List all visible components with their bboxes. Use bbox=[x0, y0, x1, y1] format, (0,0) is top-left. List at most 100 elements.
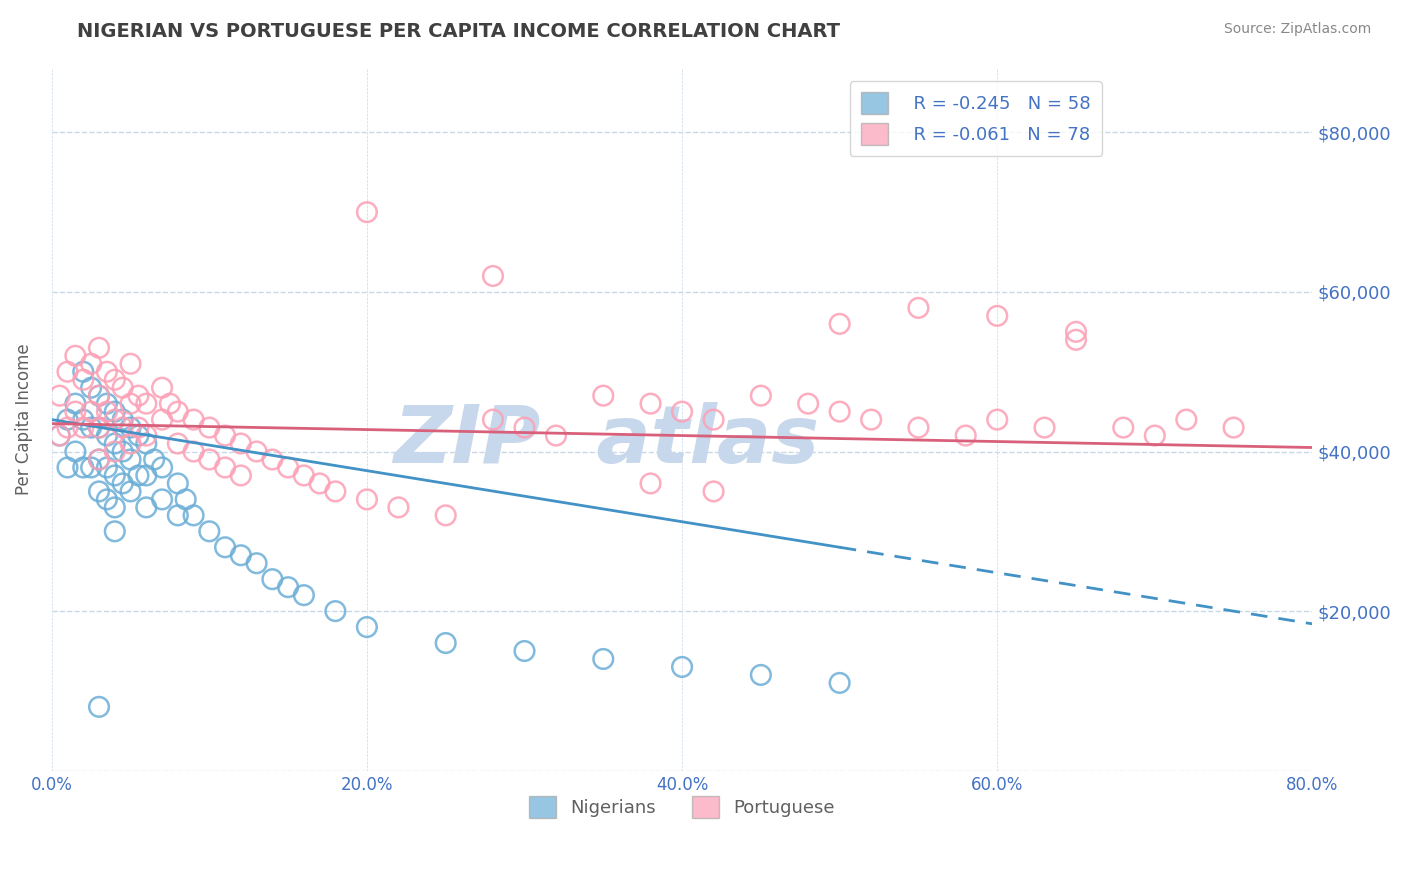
Point bbox=[1064, 333, 1087, 347]
Point bbox=[198, 452, 221, 467]
Point bbox=[198, 524, 221, 539]
Point bbox=[111, 412, 134, 426]
Point bbox=[87, 389, 110, 403]
Point bbox=[87, 452, 110, 467]
Point bbox=[703, 412, 725, 426]
Point bbox=[277, 580, 299, 594]
Point bbox=[907, 301, 929, 315]
Point bbox=[87, 420, 110, 434]
Point bbox=[229, 548, 252, 562]
Point bbox=[513, 644, 536, 658]
Point bbox=[80, 404, 103, 418]
Point bbox=[87, 484, 110, 499]
Point bbox=[214, 460, 236, 475]
Point bbox=[183, 508, 205, 523]
Point bbox=[120, 357, 142, 371]
Point bbox=[513, 420, 536, 434]
Point bbox=[96, 492, 118, 507]
Point bbox=[135, 397, 157, 411]
Point bbox=[80, 420, 103, 434]
Point bbox=[87, 389, 110, 403]
Point bbox=[48, 428, 70, 442]
Point bbox=[111, 476, 134, 491]
Point bbox=[246, 556, 269, 570]
Point bbox=[671, 660, 693, 674]
Text: Source: ZipAtlas.com: Source: ZipAtlas.com bbox=[1223, 22, 1371, 37]
Point bbox=[434, 508, 457, 523]
Point bbox=[828, 404, 851, 418]
Point bbox=[544, 428, 567, 442]
Point bbox=[703, 484, 725, 499]
Point bbox=[104, 412, 127, 426]
Point bbox=[828, 676, 851, 690]
Point bbox=[127, 420, 149, 434]
Point bbox=[828, 317, 851, 331]
Point bbox=[104, 468, 127, 483]
Point bbox=[1112, 420, 1135, 434]
Point bbox=[166, 404, 188, 418]
Point bbox=[80, 381, 103, 395]
Point bbox=[860, 412, 883, 426]
Point bbox=[65, 397, 87, 411]
Point bbox=[111, 381, 134, 395]
Y-axis label: Per Capita Income: Per Capita Income bbox=[15, 343, 32, 495]
Point bbox=[104, 500, 127, 515]
Point bbox=[96, 397, 118, 411]
Point bbox=[65, 404, 87, 418]
Point bbox=[198, 420, 221, 434]
Point bbox=[150, 492, 173, 507]
Point bbox=[749, 668, 772, 682]
Point bbox=[166, 476, 188, 491]
Point bbox=[80, 357, 103, 371]
Point bbox=[292, 588, 315, 602]
Point bbox=[104, 436, 127, 450]
Point bbox=[80, 460, 103, 475]
Point bbox=[65, 444, 87, 458]
Point bbox=[308, 476, 330, 491]
Point bbox=[96, 460, 118, 475]
Point bbox=[246, 444, 269, 458]
Point bbox=[986, 309, 1008, 323]
Text: ZIP  atlas: ZIP atlas bbox=[394, 401, 820, 480]
Point bbox=[56, 460, 79, 475]
Legend: Nigerians, Portuguese: Nigerians, Portuguese bbox=[522, 789, 842, 825]
Point bbox=[135, 436, 157, 450]
Point bbox=[955, 428, 977, 442]
Point bbox=[592, 389, 614, 403]
Point bbox=[104, 524, 127, 539]
Point bbox=[120, 436, 142, 450]
Point bbox=[262, 452, 284, 467]
Point bbox=[111, 420, 134, 434]
Point bbox=[87, 699, 110, 714]
Point bbox=[48, 389, 70, 403]
Point bbox=[214, 541, 236, 555]
Point bbox=[150, 460, 173, 475]
Point bbox=[986, 412, 1008, 426]
Point bbox=[104, 404, 127, 418]
Point bbox=[482, 412, 505, 426]
Point bbox=[135, 500, 157, 515]
Point bbox=[1222, 420, 1244, 434]
Point bbox=[1064, 325, 1087, 339]
Point bbox=[325, 484, 347, 499]
Point bbox=[229, 436, 252, 450]
Point bbox=[356, 492, 378, 507]
Point bbox=[356, 620, 378, 634]
Point bbox=[1143, 428, 1166, 442]
Point bbox=[1175, 412, 1198, 426]
Point bbox=[111, 444, 134, 458]
Point bbox=[434, 636, 457, 650]
Point bbox=[356, 205, 378, 219]
Point bbox=[749, 389, 772, 403]
Point bbox=[127, 389, 149, 403]
Point bbox=[671, 404, 693, 418]
Point bbox=[159, 397, 181, 411]
Point bbox=[48, 428, 70, 442]
Point bbox=[482, 268, 505, 283]
Point bbox=[96, 365, 118, 379]
Point bbox=[104, 373, 127, 387]
Point bbox=[183, 444, 205, 458]
Point bbox=[72, 365, 94, 379]
Point bbox=[135, 468, 157, 483]
Point bbox=[87, 341, 110, 355]
